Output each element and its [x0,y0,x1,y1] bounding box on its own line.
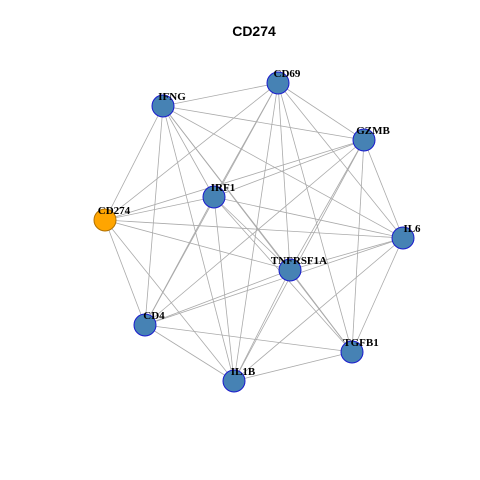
edge [104,219,291,271]
edge [104,219,146,326]
node [391,226,415,250]
edge [104,105,164,221]
edge [363,139,404,239]
node [278,258,302,282]
edge [162,105,215,198]
node-label: CD4 [143,310,165,322]
edge [144,324,235,382]
edge [213,139,365,198]
edge [277,82,291,271]
edge [144,324,353,353]
node-label: IL1B [231,366,256,378]
node-label: TNFRSF1A [271,255,327,267]
node-label: IFNG [158,91,186,103]
edge [351,139,365,353]
edge [104,196,215,221]
edge [233,269,291,382]
node [151,94,175,118]
node-label: IL6 [403,223,421,235]
edges [104,82,404,382]
node-label: CD69 [274,68,301,80]
edge [289,139,365,271]
node [222,369,246,393]
edge [351,237,404,353]
edge [144,196,215,326]
edge [104,139,365,221]
node [202,185,226,209]
node [352,128,376,152]
nodes: CD69 IFNG GZMB IRF1 CD274 IL6 TNFRSF1A CD4 TGFB1… [93,68,421,393]
edge [162,105,365,141]
node [133,313,157,337]
edge [144,139,365,326]
edge [277,82,404,239]
edge [213,196,291,271]
node [93,208,117,232]
edge [289,269,353,353]
edge [104,219,404,239]
node [266,71,290,95]
node-label: IRF1 [211,182,235,194]
edge [277,82,365,141]
edge [233,139,365,382]
edge [233,237,404,382]
node-label: TGFB1 [343,337,378,349]
edge [144,105,164,326]
edge [233,351,353,382]
node-label: CD274 [98,205,131,217]
edge [104,219,235,382]
node [340,340,364,364]
title: CD274 [232,23,276,39]
edge [162,105,404,239]
edge [162,82,279,107]
edge [289,237,404,271]
edge [213,196,404,239]
edge [233,82,279,382]
edge [144,269,291,326]
edge [213,196,235,382]
edge [104,82,279,221]
edge [144,237,404,326]
node-label: GZMB [356,125,390,137]
